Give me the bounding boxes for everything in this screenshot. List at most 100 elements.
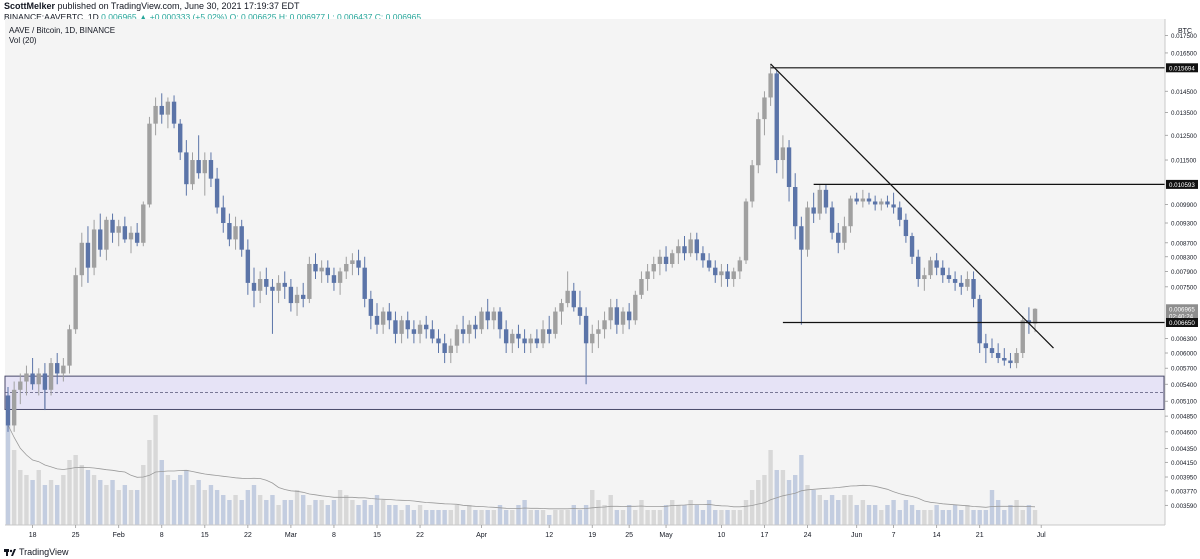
time-axis[interactable]: 18 25 Feb 8 15 22 Mar 8 15 22 Apr 12 19 25 May 10 17 24 Ju… bbox=[5, 524, 1165, 539]
candle-body bbox=[104, 219, 109, 250]
candle-body bbox=[399, 320, 404, 334]
volume-bar bbox=[307, 505, 312, 525]
candle bbox=[128, 226, 134, 254]
volume-bar bbox=[651, 510, 656, 525]
trendline[interactable] bbox=[770, 63, 1054, 349]
candle-body bbox=[405, 320, 410, 330]
time-tick-label: 12 bbox=[545, 532, 553, 539]
candle bbox=[98, 213, 103, 257]
volume-bar bbox=[473, 510, 478, 525]
volume-bar bbox=[719, 510, 724, 525]
candle-body bbox=[374, 315, 380, 325]
candle bbox=[602, 311, 607, 339]
price-chart[interactable]: 0.017500 0.016500 0.014500 0.013500 0.012500… bbox=[0, 19, 1200, 545]
volume-bar bbox=[959, 510, 964, 525]
candle bbox=[36, 368, 41, 396]
volume-bar bbox=[1008, 505, 1013, 525]
volume-bar bbox=[676, 505, 681, 525]
volume-bar bbox=[897, 510, 902, 525]
candle bbox=[282, 271, 287, 299]
volume-bar bbox=[485, 510, 490, 525]
candle-body bbox=[79, 242, 84, 276]
candle bbox=[657, 249, 663, 276]
candle bbox=[85, 226, 91, 283]
price-tick-label: 0.005100 bbox=[1171, 399, 1197, 406]
publisher-name[interactable]: ScottMelker bbox=[4, 1, 56, 11]
candle bbox=[159, 93, 164, 124]
candle bbox=[719, 263, 724, 287]
volume-bar bbox=[104, 485, 109, 525]
candle-body bbox=[823, 189, 829, 208]
time-tick-label: 7 bbox=[892, 532, 896, 539]
candle-body bbox=[1002, 357, 1007, 361]
candle bbox=[61, 357, 66, 382]
candle bbox=[903, 213, 909, 243]
candle bbox=[11, 381, 17, 432]
candle bbox=[614, 298, 620, 334]
volume-bar bbox=[583, 505, 589, 525]
volume-bar bbox=[147, 440, 152, 525]
price-label-tag[interactable]: 0.010593 bbox=[1166, 179, 1198, 189]
candle-body bbox=[313, 263, 318, 272]
candle bbox=[5, 387, 11, 432]
candle-body bbox=[571, 290, 576, 308]
price-axis[interactable]: 0.017500 0.016500 0.014500 0.013500 0.012500… bbox=[1164, 19, 1198, 525]
price-tick-label: 0.009900 bbox=[1171, 202, 1197, 209]
candle-body bbox=[282, 282, 287, 287]
candle bbox=[503, 320, 509, 354]
price-label-tag[interactable]: 0.015694 bbox=[1166, 63, 1198, 73]
volume-bar bbox=[737, 510, 743, 525]
candle-body bbox=[98, 229, 103, 250]
volume-bar bbox=[725, 510, 730, 525]
price-label-tag[interactable]: 0.006650 bbox=[1166, 317, 1198, 327]
candle-body bbox=[48, 363, 54, 390]
candle-body bbox=[1020, 320, 1025, 354]
candle-body bbox=[147, 123, 152, 205]
candle-body bbox=[872, 201, 878, 205]
candle-body bbox=[528, 338, 533, 344]
candle bbox=[380, 307, 386, 334]
volume-bar bbox=[706, 500, 712, 525]
tradingview-logo-icon[interactable] bbox=[4, 548, 16, 557]
candle-body bbox=[829, 207, 835, 233]
volume-bar bbox=[374, 495, 380, 525]
drawings-group bbox=[770, 63, 1165, 349]
volume-bar bbox=[24, 475, 29, 525]
candle bbox=[571, 282, 576, 312]
volume-bar bbox=[670, 500, 675, 525]
candle bbox=[479, 307, 484, 334]
candle-body bbox=[903, 219, 909, 237]
time-tick-label: Feb bbox=[113, 532, 125, 539]
volume-bar bbox=[18, 470, 23, 525]
candle bbox=[725, 263, 730, 287]
candle bbox=[91, 219, 97, 276]
candle-body bbox=[387, 311, 392, 321]
price-label-text: 02:40:24 bbox=[1169, 314, 1194, 321]
price-label-tag[interactable]: 02:40:24 bbox=[1166, 311, 1198, 321]
candle bbox=[756, 112, 761, 174]
volume-bar bbox=[1014, 500, 1019, 525]
candle bbox=[288, 279, 294, 312]
candle bbox=[608, 298, 613, 330]
close-value: C: 0.006965 bbox=[374, 12, 422, 22]
candle-body bbox=[848, 198, 853, 227]
candle bbox=[559, 298, 564, 325]
price-tick-label: 0.004850 bbox=[1171, 414, 1197, 421]
volume-bar bbox=[184, 470, 189, 525]
candle bbox=[510, 329, 515, 354]
tradingview-brand[interactable]: TradingView bbox=[19, 547, 69, 557]
volume-bar bbox=[190, 485, 195, 525]
candle-body bbox=[362, 267, 367, 299]
candle-body bbox=[928, 260, 933, 276]
volume-bar bbox=[165, 475, 171, 525]
candle bbox=[706, 253, 712, 272]
candle-body bbox=[737, 260, 743, 272]
candle-body bbox=[1026, 320, 1032, 324]
candle bbox=[325, 260, 330, 283]
volume-bar bbox=[337, 490, 343, 525]
candle bbox=[540, 320, 546, 349]
time-tick-label: 10 bbox=[718, 532, 726, 539]
candle bbox=[897, 201, 902, 227]
time-tick-label: 15 bbox=[373, 532, 381, 539]
price-label-tag[interactable]: 0.006965 bbox=[1166, 304, 1198, 314]
